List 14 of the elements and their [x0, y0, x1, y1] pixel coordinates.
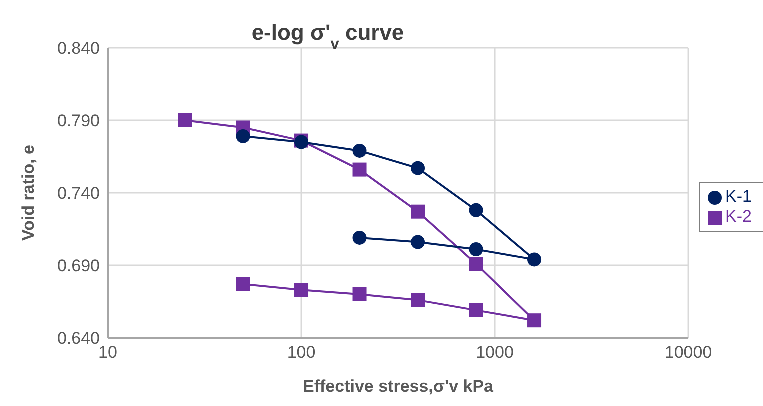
- x-tick-label: 1000: [476, 343, 514, 362]
- chart-title: e-log σ'$_{v}$ curve: [252, 20, 404, 52]
- x-axis-title: Effective stress,σ'v kPa: [303, 377, 494, 396]
- y-tick-label: 0.690: [57, 256, 100, 276]
- x-tick-label: 10: [98, 343, 118, 362]
- y-tick-label: 0.790: [57, 112, 100, 131]
- y-tick-label: 0.840: [57, 39, 100, 58]
- y-tick-label: 0.640: [57, 329, 100, 348]
- y-axis-title: Void ratio, e: [19, 144, 38, 242]
- legend-label: K-1: [726, 187, 752, 206]
- x-tick-label: 100: [287, 343, 316, 362]
- legend-label: K-2: [726, 207, 752, 226]
- x-tick-label: 10000: [664, 343, 712, 362]
- y-tick-label: 0.740: [57, 184, 100, 204]
